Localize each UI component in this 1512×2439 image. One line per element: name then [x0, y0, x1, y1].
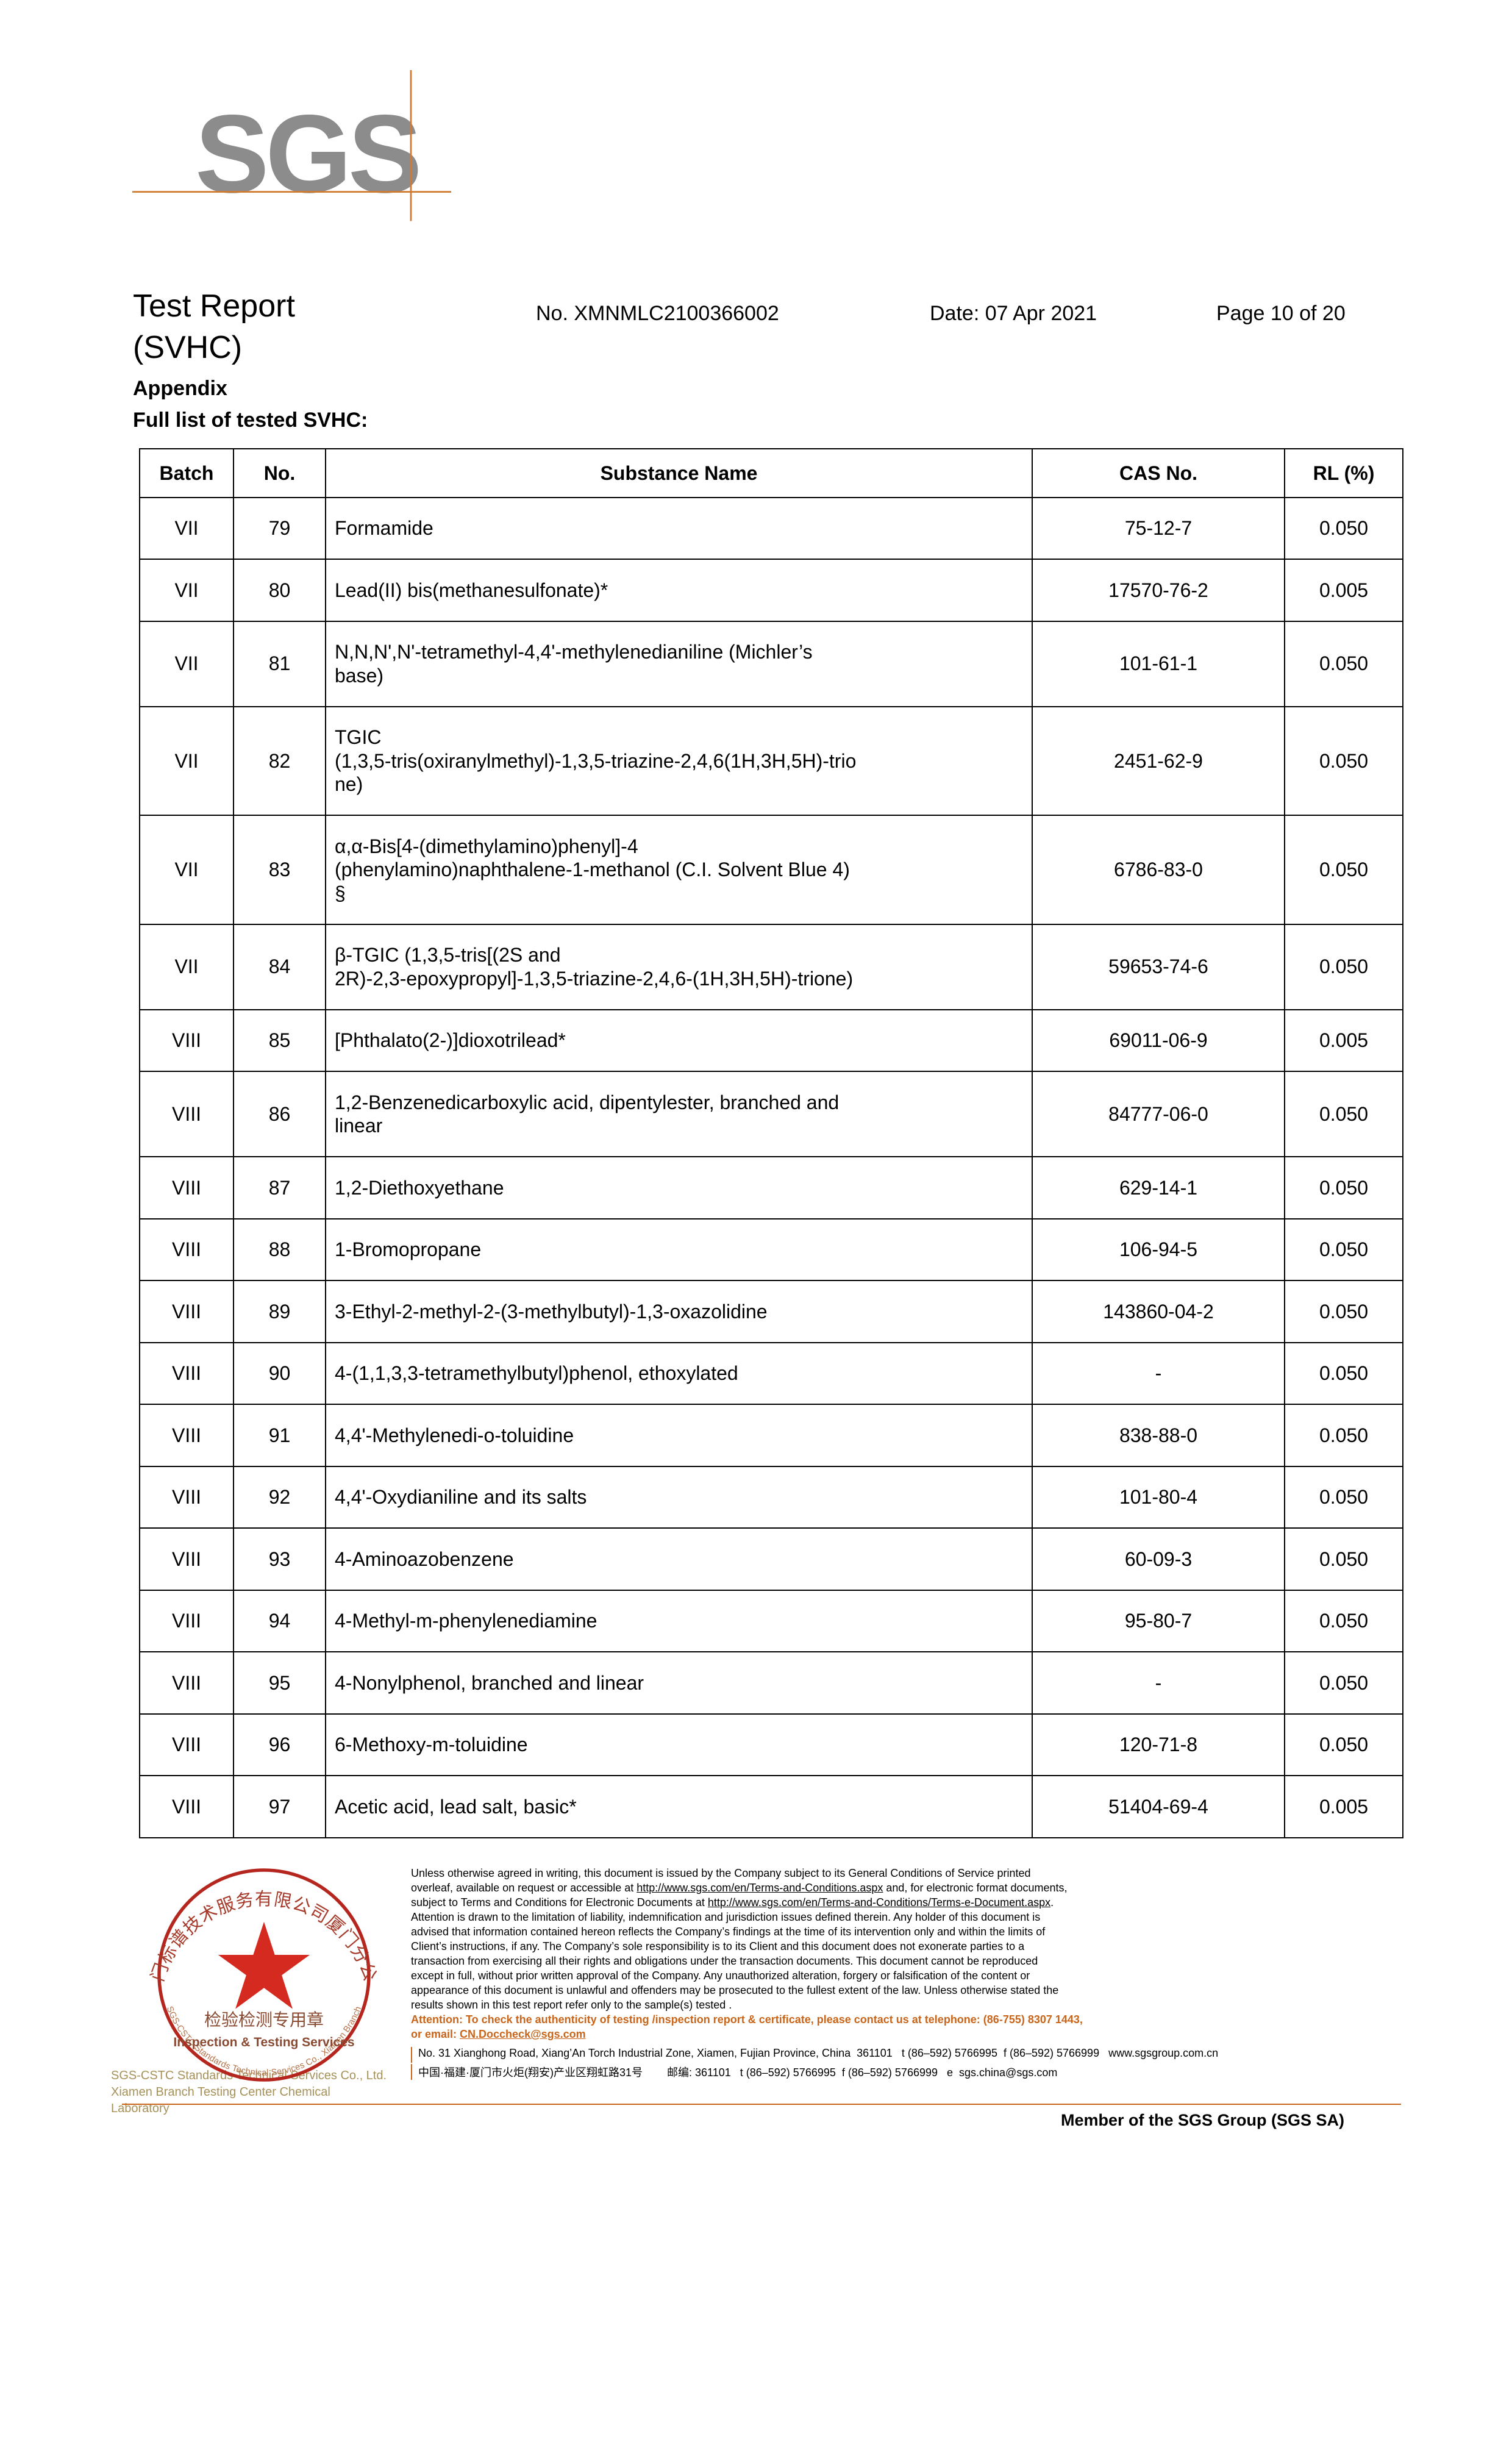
- svg-text:SGS: SGS: [195, 91, 418, 216]
- svg-text:Inspection & Testing Services: Inspection & Testing Services: [173, 2035, 354, 2049]
- svg-text:检验检测专用章: 检验检测专用章: [204, 2010, 324, 2029]
